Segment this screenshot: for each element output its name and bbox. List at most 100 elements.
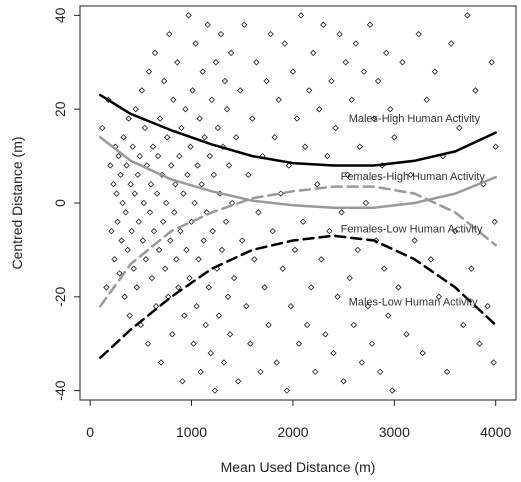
data-point: [243, 303, 250, 310]
x-tick-label: 0: [86, 424, 94, 440]
data-point: [133, 284, 140, 291]
data-point: [139, 237, 147, 244]
data-point: [166, 30, 173, 38]
data-point: [212, 59, 220, 66]
data-point: [179, 378, 186, 385]
data-point: [202, 321, 209, 329]
data-point: [126, 312, 133, 319]
data-point: [251, 256, 258, 263]
data-point: [150, 227, 158, 235]
data-point: [281, 40, 288, 47]
data-point: [129, 143, 136, 150]
data-point: [107, 162, 114, 169]
data-point: [476, 340, 483, 347]
data-point: [338, 209, 345, 216]
data-point: [237, 87, 244, 94]
data-point: [130, 265, 137, 272]
x-tick-label: 3000: [379, 424, 410, 440]
data-point: [168, 162, 175, 169]
data-point: [312, 368, 319, 376]
data-point: [490, 359, 497, 366]
data-point: [159, 218, 167, 225]
data-point: [334, 293, 341, 300]
data-point: [239, 237, 246, 244]
data-point: [222, 218, 230, 225]
data-point: [119, 199, 126, 207]
data-point: [221, 77, 229, 85]
y-tick-label: -40: [52, 380, 68, 400]
data-point: [320, 21, 327, 28]
data-point: [183, 246, 190, 254]
data-point: [196, 115, 203, 122]
data-point: [99, 124, 106, 132]
data-point: [149, 143, 157, 150]
data-point: [163, 199, 170, 207]
data-point: [147, 181, 155, 188]
data-point: [190, 340, 197, 347]
y-tick-label: -20: [52, 286, 68, 306]
data-point: [472, 87, 479, 94]
data-point: [184, 171, 191, 179]
data-point: [403, 331, 410, 338]
data-point: [176, 152, 183, 160]
data-point: [164, 134, 171, 141]
data-point: [464, 12, 471, 19]
data-point: [111, 256, 118, 263]
data-point: [387, 106, 394, 113]
data-point: [370, 115, 378, 122]
data-point: [192, 40, 199, 47]
data-point: [328, 77, 335, 85]
data-point: [376, 368, 384, 376]
data-point: [316, 106, 323, 113]
data-point: [314, 181, 321, 188]
data-point: [330, 349, 337, 357]
data-point: [230, 274, 238, 282]
data-point: [193, 303, 200, 310]
data-point: [385, 312, 392, 319]
data-point: [241, 21, 248, 28]
data-point: [124, 246, 131, 254]
data-point: [368, 340, 376, 347]
data-point: [200, 237, 207, 244]
data-point: [423, 96, 430, 103]
data-point: [299, 218, 307, 225]
data-point: [305, 87, 313, 94]
data-point: [360, 68, 368, 75]
data-point: [283, 387, 291, 394]
data-point: [185, 12, 192, 19]
data-point: [123, 162, 130, 169]
data-point: [451, 227, 459, 235]
data-point: [173, 256, 180, 263]
data-point: [488, 59, 495, 66]
data-point: [289, 68, 297, 75]
data-point: [199, 68, 206, 75]
data-point: [235, 378, 242, 385]
data-point: [157, 359, 165, 366]
data-point: [122, 209, 129, 216]
data-point: [291, 246, 299, 254]
series-line-males-high-human-activity: [99, 93, 497, 167]
data-point: [116, 270, 123, 277]
data-point: [342, 59, 349, 66]
data-point: [186, 274, 193, 282]
data-point: [178, 124, 185, 132]
data-point: [197, 368, 204, 376]
data-point: [308, 284, 315, 291]
data-point: [148, 274, 156, 282]
data-point: [155, 246, 163, 254]
data-point: [223, 106, 231, 113]
data-point: [257, 368, 264, 376]
data-point: [172, 181, 179, 188]
data-point: [140, 199, 148, 207]
data-point: [301, 143, 309, 150]
series-label: Females-High Human Activity: [341, 171, 486, 183]
data-point: [204, 21, 211, 28]
data-point: [350, 321, 357, 329]
data-point: [324, 152, 331, 160]
data-point: [362, 199, 370, 207]
data-point: [399, 59, 406, 66]
data-point: [214, 124, 222, 132]
data-point: [303, 321, 311, 329]
data-point: [285, 162, 293, 169]
data-point: [297, 12, 305, 19]
